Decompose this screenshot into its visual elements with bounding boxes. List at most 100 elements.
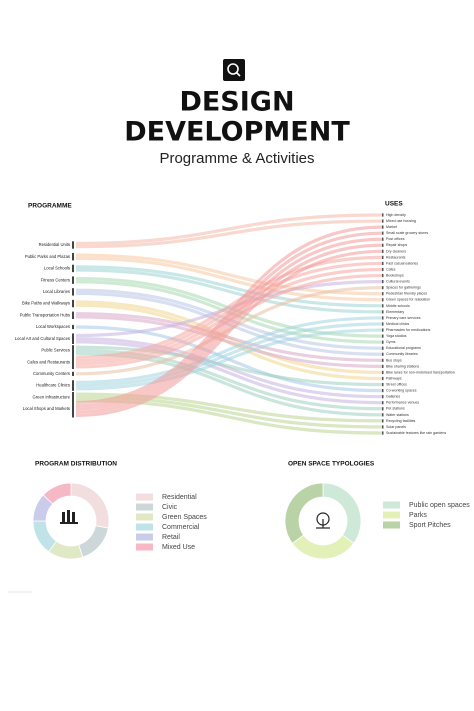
flow-link (75, 219, 383, 249)
use-label: Fast casual eateries (386, 261, 418, 265)
programme-label: Bike Paths and Walkways (22, 301, 70, 306)
use-label: Market (386, 225, 397, 229)
node-bar (382, 322, 384, 326)
use-label: Pet stations (386, 407, 405, 411)
logo-glyph (227, 63, 239, 75)
logo (223, 59, 245, 81)
use-label: Recycling facilities (386, 419, 416, 423)
use-label: Pedestrian friendly places (386, 292, 427, 296)
legend-swatch (383, 511, 400, 519)
node-bar (382, 370, 384, 375)
node-bar (72, 400, 74, 418)
node-bar (72, 276, 74, 284)
programme-label: Local Workspaces (36, 324, 70, 329)
node-bar (382, 316, 384, 320)
node-bar (382, 425, 384, 429)
node-bar (382, 280, 384, 284)
programme-label: Local Shops and Markets (23, 406, 70, 411)
use-label: Mixed use housing (386, 219, 416, 223)
legend-label: Sport Pitches (409, 522, 451, 529)
node-bar (382, 407, 384, 411)
node-bar (382, 346, 384, 350)
node-bar (382, 267, 384, 272)
node-bar (382, 334, 384, 338)
programme-label: Fitness Centers (41, 277, 70, 282)
use-label: Street offices (386, 383, 407, 387)
logo-glyph (235, 71, 241, 77)
node-bar (72, 355, 74, 370)
node-bar (72, 371, 74, 376)
flow-link (75, 337, 383, 399)
node-bar (382, 304, 384, 308)
legend-label: Green Spaces (162, 514, 207, 521)
node-bar (382, 243, 384, 247)
use-label: Bookshops (386, 274, 404, 278)
node-bar (382, 237, 384, 241)
legend-swatch (136, 523, 153, 531)
flow-link (75, 315, 383, 368)
node-bar (382, 389, 384, 393)
node-bar (382, 340, 384, 344)
use-label: Bus stops (386, 358, 402, 362)
flow-link (75, 255, 383, 359)
node-bar (382, 286, 384, 290)
node-bar (382, 364, 384, 368)
programme-label: Public Services (41, 348, 70, 353)
use-label: Middle schools (386, 304, 410, 308)
use-label: Gyms (386, 340, 396, 344)
programme-label: Cafes and Restaurants (27, 359, 70, 364)
node-bar (382, 292, 384, 296)
chart-title: PROGRAM DISTRIBUTION (35, 461, 117, 468)
use-label: Performance venues (386, 401, 419, 405)
node-bar (382, 328, 384, 332)
use-label: Cafes (386, 267, 396, 271)
programme-label: Local Schools (44, 266, 70, 271)
legend-label: Mixed Use (162, 544, 195, 551)
flow-link (75, 225, 383, 405)
node-bar (382, 273, 384, 278)
flow-link (75, 268, 383, 314)
use-label: Repair shops (386, 243, 407, 247)
uses-heading: USES (385, 201, 403, 208)
node-bar (72, 241, 74, 249)
use-label: Educational programs (386, 346, 421, 350)
flow-link (75, 231, 383, 408)
node-bar (382, 419, 384, 423)
programme-label: Public Parks and Plazas (25, 254, 70, 259)
use-label: Community libraries (386, 352, 418, 356)
node-bar (382, 431, 384, 435)
node-bar (382, 219, 384, 223)
legend-swatch (383, 501, 400, 509)
node-bar (382, 310, 384, 314)
node-bar (382, 395, 384, 399)
flow-link (75, 328, 383, 391)
node-bar (382, 249, 384, 253)
use-label: Galleries (386, 395, 400, 399)
programme-label: Residential Units (39, 242, 70, 247)
programme-label: Healthcare Clinics (36, 383, 70, 388)
node-bar (72, 324, 74, 330)
programme-label: Local Libraries (43, 289, 70, 294)
use-label: Bike sharing stations (386, 364, 419, 368)
flow-link (75, 237, 383, 411)
chart-title: OPEN SPACE TYPOLOGIES (288, 461, 375, 468)
donut-slice (284, 482, 324, 544)
flow-link (75, 312, 383, 362)
use-label: Spaces for gatherings (386, 286, 421, 290)
node-bar (72, 380, 74, 391)
node-bar (382, 382, 384, 387)
use-label: Co-working spaces (386, 389, 417, 393)
flows (75, 213, 383, 435)
legend-label: Public open spaces (409, 502, 470, 509)
use-label: Solar panels (386, 425, 406, 429)
node-bar (382, 376, 384, 381)
legend-swatch (136, 513, 153, 521)
legend-label: Civic (162, 504, 178, 511)
node-bar (382, 255, 384, 259)
use-label: Dry cleaners (386, 249, 406, 253)
use-label: Green spaces for relaxation (386, 298, 430, 302)
use-label: Small scale grocery stores (386, 231, 428, 235)
node-bar (382, 261, 384, 266)
use-label: Sustainable features like rain gardens (386, 431, 446, 435)
